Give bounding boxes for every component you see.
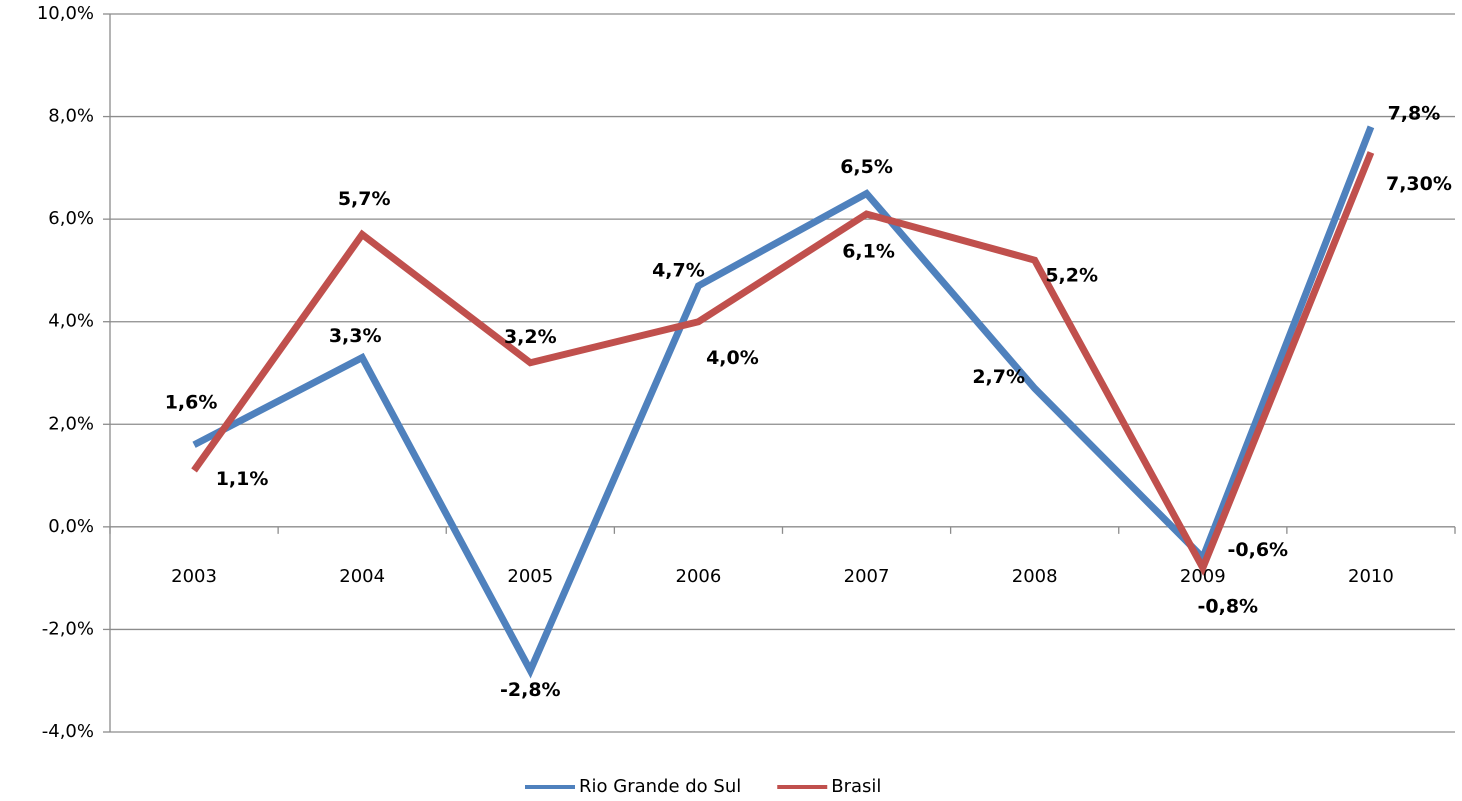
series-line: [191, 151, 1375, 577]
data-label: 2,7%: [972, 366, 1025, 388]
y-tick-label: 0,0%: [48, 516, 94, 537]
y-tick-label: 8,0%: [48, 106, 94, 127]
data-label: 4,7%: [652, 259, 705, 281]
data-label: 1,1%: [216, 468, 269, 490]
legend-label: Rio Grande do Sul: [579, 776, 741, 797]
data-label: 3,2%: [504, 326, 557, 348]
data-label: -0,8%: [1198, 595, 1259, 617]
data-label: 7,30%: [1386, 173, 1452, 195]
data-label: -2,8%: [500, 679, 561, 701]
y-tick-label: 2,0%: [48, 413, 94, 434]
data-label: 6,5%: [840, 156, 893, 178]
y-tick-label: -4,0%: [42, 721, 94, 742]
data-label: 5,2%: [1045, 265, 1098, 287]
y-tick-label: 4,0%: [48, 311, 94, 332]
x-tick-label: 2005: [507, 566, 553, 587]
data-label: 1,6%: [165, 391, 218, 413]
x-tick-label: 2006: [676, 566, 722, 587]
data-label: -0,6%: [1228, 539, 1289, 561]
data-label: 6,1%: [842, 241, 895, 263]
data-label: 3,3%: [329, 325, 382, 347]
y-tick-label: 6,0%: [48, 208, 94, 229]
x-tick-label: 2009: [1180, 566, 1226, 587]
x-tick-label: 2010: [1348, 566, 1394, 587]
legend-label: Brasil: [831, 776, 881, 797]
x-tick-label: 2003: [171, 566, 217, 587]
data-label: 7,8%: [1388, 102, 1441, 124]
x-tick-label: 2007: [844, 566, 890, 587]
x-tick-label: 2008: [1012, 566, 1058, 587]
x-tick-label: 2004: [339, 566, 385, 587]
data-label: 5,7%: [338, 188, 391, 210]
series-line: [192, 125, 1375, 679]
data-label: 4,0%: [706, 347, 759, 369]
y-tick-label: -2,0%: [42, 618, 94, 639]
y-tick-label: 10,0%: [37, 3, 94, 24]
